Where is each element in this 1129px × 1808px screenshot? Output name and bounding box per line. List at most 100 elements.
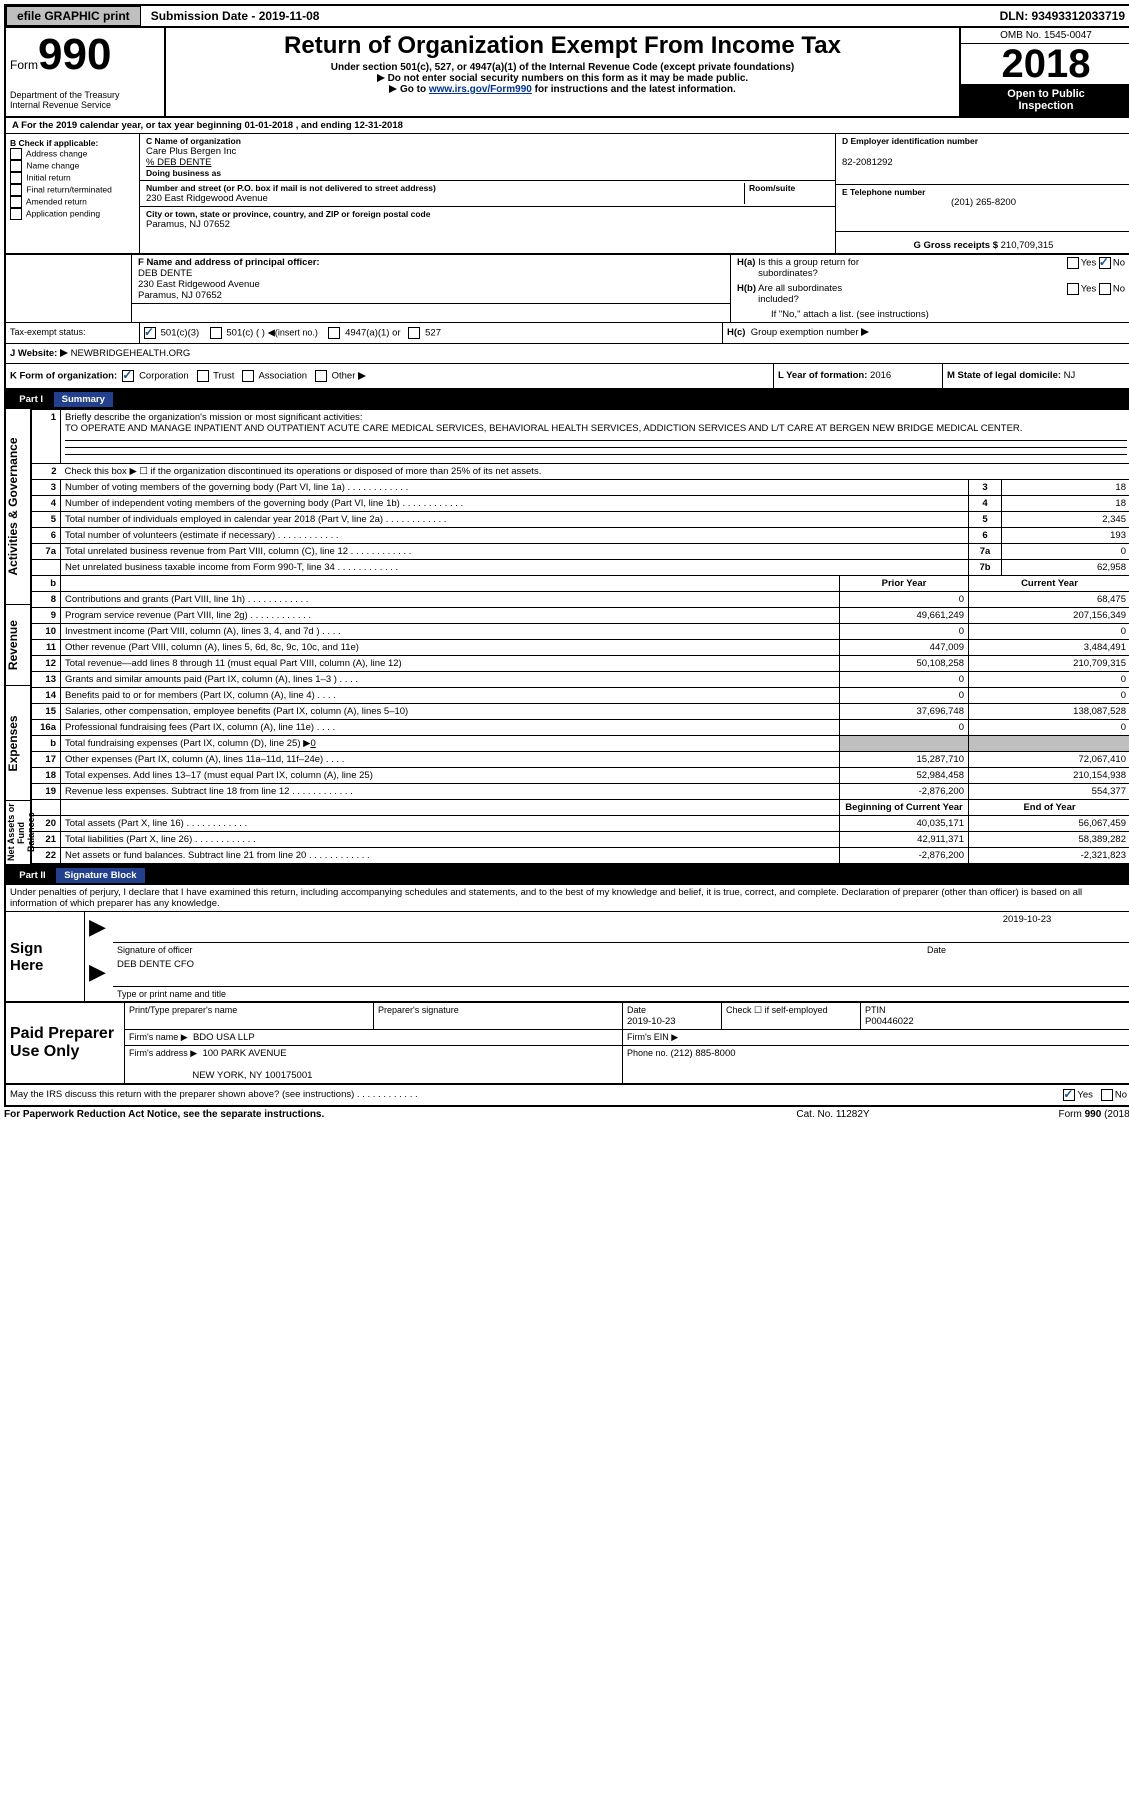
year-formation: 2016 [870, 370, 891, 381]
ha-yes[interactable] [1067, 257, 1079, 269]
form-rev: Form 990 (2018) [933, 1109, 1129, 1120]
r20-prior: 40,035,171 [840, 816, 969, 832]
side-activities: Activities & Governance [6, 409, 30, 604]
arrow-icon [358, 372, 366, 380]
checkbox-name-change[interactable] [10, 160, 22, 172]
cb-corp[interactable] [122, 370, 134, 382]
r14-prior: 0 [840, 688, 969, 704]
cat-no: Cat. No. 11282Y [733, 1109, 933, 1120]
firm-address: 100 PARK AVENUE [202, 1048, 286, 1059]
r15-prior: 37,696,748 [840, 704, 969, 720]
submission-date: Submission Date - 2019-11-08 [145, 7, 326, 25]
cb-other[interactable] [315, 370, 327, 382]
ptin-value: P00446022 [865, 1016, 914, 1027]
phone-value: (201) 265-8200 [842, 197, 1125, 208]
discuss-no[interactable] [1101, 1089, 1113, 1101]
form-title: Return of Organization Exempt From Incom… [170, 32, 955, 60]
care-of: % DEB DENTE [146, 157, 829, 168]
street-label: Number and street (or P.O. box if mail i… [146, 183, 744, 193]
checkbox-final-return[interactable] [10, 184, 22, 196]
form-header: Form990 Department of the Treasury Inter… [4, 28, 1129, 118]
hb-yes[interactable] [1067, 283, 1079, 295]
gross-receipts-value: 210,709,315 [1001, 240, 1054, 251]
checkbox-amended[interactable] [10, 196, 22, 208]
org-name: Care Plus Bergen Inc [146, 146, 829, 157]
discuss-yes[interactable] [1063, 1089, 1075, 1101]
line4-val: 18 [1002, 496, 1129, 512]
discuss-question: May the IRS discuss this return with the… [10, 1089, 967, 1101]
org-name-label: C Name of organization [146, 136, 829, 146]
tax-exempt-label: Tax-exempt status: [10, 327, 86, 337]
r12-curr: 210,709,315 [969, 656, 1129, 672]
irs-label: Internal Revenue Service [10, 100, 160, 110]
officer-name-title: DEB DENTE CFO [113, 957, 1129, 987]
hb-no[interactable] [1099, 283, 1111, 295]
top-bar: efile GRAPHIC print Submission Date - 20… [4, 4, 1129, 28]
side-netassets: Net Assets or Fund Balances [6, 801, 30, 864]
arrow-icon [389, 85, 397, 93]
r10-curr: 0 [969, 624, 1129, 640]
gross-receipts-label: G Gross receipts $ [914, 240, 1001, 251]
cb-527[interactable] [408, 327, 420, 339]
r18-prior: 52,984,458 [840, 768, 969, 784]
form-number: 990 [38, 30, 111, 79]
officer-label: F Name and address of principal officer: [138, 257, 320, 268]
room-label: Room/suite [749, 183, 829, 193]
arrow-icon [60, 349, 68, 357]
website-value: NEWBRIDGEHEALTH.ORG [71, 348, 191, 359]
checkbox-address-change[interactable] [10, 148, 22, 160]
dba-label: Doing business as [146, 168, 829, 178]
hb-note: If "No," attach a list. (see instruction… [731, 307, 1129, 322]
arrow-icon [861, 328, 869, 336]
checkbox-pending[interactable] [10, 208, 22, 220]
r19-prior: -2,876,200 [840, 784, 969, 800]
cb-501c[interactable] [210, 327, 222, 339]
col-b-checkboxes: B Check if applicable: Address change Na… [6, 134, 140, 253]
part2-header: Part II Signature Block [4, 866, 1129, 885]
r18-curr: 210,154,938 [969, 768, 1129, 784]
sign-here-label: Sign Here [5, 912, 85, 1002]
officer-status-block: F Name and address of principal officer:… [4, 255, 1129, 390]
r22-curr: -2,321,823 [969, 848, 1129, 864]
arrow-icon [377, 74, 385, 82]
preparer-table: Paid Preparer Use Only Print/Type prepar… [4, 1003, 1129, 1085]
r9-prior: 49,661,249 [840, 608, 969, 624]
street-address: 230 East Ridgewood Avenue [146, 193, 744, 204]
officer-city: Paramus, NJ 07652 [138, 290, 222, 301]
r21-curr: 58,389,282 [969, 832, 1129, 848]
r15-curr: 138,087,528 [969, 704, 1129, 720]
cb-4947[interactable] [328, 327, 340, 339]
checkbox-initial-return[interactable] [10, 172, 22, 184]
ha-no[interactable] [1099, 257, 1111, 269]
paid-preparer-label: Paid Preparer Use Only [5, 1003, 125, 1084]
efile-button[interactable]: efile GRAPHIC print [6, 6, 141, 26]
cb-trust[interactable] [197, 370, 209, 382]
sig-date: 2019-10-23 [923, 912, 1129, 942]
r20-curr: 56,067,459 [969, 816, 1129, 832]
r9-curr: 207,156,349 [969, 608, 1129, 624]
line5-val: 2,345 [1002, 512, 1129, 528]
goto-suffix: for instructions and the latest informat… [532, 84, 736, 95]
mission-text: TO OPERATE AND MANAGE INPATIENT AND OUTP… [65, 423, 1022, 434]
city-label: City or town, state or province, country… [146, 209, 829, 219]
ssn-warning: Do not enter social security numbers on … [388, 73, 749, 84]
r11-curr: 3,484,491 [969, 640, 1129, 656]
dln-number: DLN: 93493312033719 [1000, 9, 1129, 23]
prep-date: 2019-10-23 [627, 1016, 676, 1027]
irs-link[interactable]: www.irs.gov/Form990 [429, 84, 532, 95]
phone-label: E Telephone number [842, 187, 1125, 197]
cb-501c3[interactable] [144, 327, 156, 339]
form-number-block: Form990 Department of the Treasury Inter… [6, 28, 166, 116]
r13-curr: 0 [969, 672, 1129, 688]
side-revenue: Revenue [6, 605, 30, 685]
website-label: J Website: [10, 348, 60, 359]
part1-body: Activities & Governance Revenue Expenses… [4, 409, 1129, 866]
summary-table: 1 Briefly describe the organization's mi… [31, 409, 1129, 864]
city-state-zip: Paramus, NJ 07652 [146, 219, 829, 230]
r12-prior: 50,108,258 [840, 656, 969, 672]
firm-name: BDO USA LLP [193, 1032, 255, 1043]
footer: For Paperwork Reduction Act Notice, see … [4, 1107, 1129, 1122]
cb-assoc[interactable] [242, 370, 254, 382]
tax-year: 2018 [961, 44, 1129, 84]
ein-value: 82-2081292 [842, 157, 1125, 168]
